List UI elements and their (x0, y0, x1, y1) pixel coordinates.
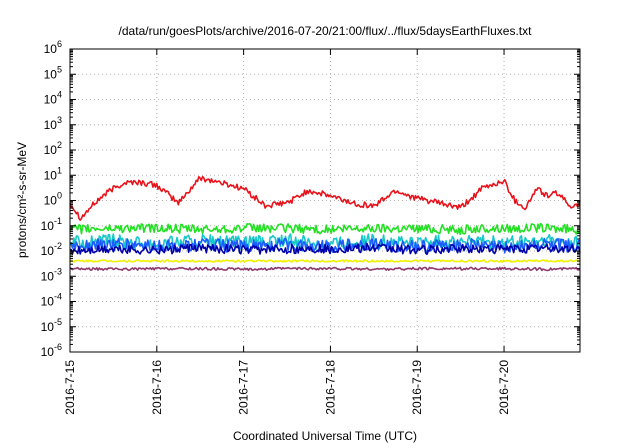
y-tick-label: 106 (44, 39, 62, 56)
y-tick-exponent: -1 (54, 216, 62, 226)
y-tick-exponent: 5 (57, 64, 62, 74)
y-tick-exponent: 3 (57, 115, 62, 125)
series-line-6 (69, 259, 581, 263)
y-tick-label: 104 (44, 90, 62, 107)
y-tick-base: 10 (44, 143, 58, 157)
y-tick-label: 100 (44, 191, 62, 208)
y-tick-label: 102 (44, 140, 62, 157)
x-tick-label: 2016-7-15 (63, 360, 77, 415)
series-line-2 (69, 222, 581, 235)
y-tick-exponent: -5 (54, 317, 62, 327)
y-tick-exponent: 4 (57, 90, 62, 100)
grid (70, 49, 580, 352)
y-tick-label: 10-6 (41, 342, 62, 359)
y-tick-base: 10 (41, 244, 55, 258)
y-tick-base: 10 (41, 295, 55, 309)
y-tick-base: 10 (41, 345, 55, 359)
y-tick-label: 10-4 (41, 292, 62, 309)
y-axis-label: protons/cm²-s-sr-MeV (15, 142, 29, 258)
y-axis-ticks: 10-610-510-410-310-210-11001011021031041… (41, 39, 580, 359)
y-tick-label: 10-2 (41, 241, 62, 258)
chart-title: /data/run/goesPlots/archive/2016-07-20/2… (119, 24, 533, 38)
y-tick-exponent: 2 (57, 140, 62, 150)
y-tick-base: 10 (44, 93, 58, 107)
y-tick-base: 10 (41, 219, 55, 233)
y-tick-exponent: -2 (54, 241, 62, 251)
x-tick-label: 2016-7-16 (150, 360, 164, 415)
y-tick-exponent: -3 (54, 266, 62, 276)
y-tick-base: 10 (44, 168, 58, 182)
x-tick-label: 2016-7-19 (410, 360, 424, 415)
x-tick-label: 2016-7-17 (237, 360, 251, 415)
series-line-1 (69, 175, 581, 221)
y-tick-label: 103 (44, 115, 62, 132)
series-line-5 (69, 243, 581, 256)
y-tick-exponent: -6 (54, 342, 62, 352)
y-tick-exponent: 6 (57, 39, 62, 49)
x-tick-label: 2016-7-20 (497, 360, 511, 415)
y-tick-base: 10 (44, 194, 58, 208)
x-tick-label: 2016-7-18 (323, 360, 337, 415)
y-tick-label: 10-5 (41, 317, 62, 334)
y-tick-base: 10 (41, 320, 55, 334)
y-tick-base: 10 (44, 42, 58, 56)
series-line-4 (69, 237, 581, 254)
y-tick-base: 10 (44, 118, 58, 132)
series-line-7 (69, 266, 581, 272)
y-tick-exponent: 1 (57, 165, 62, 175)
y-tick-exponent: 0 (57, 191, 62, 201)
y-tick-label: 105 (44, 64, 62, 81)
y-tick-label: 101 (44, 165, 62, 182)
series-layer (69, 175, 581, 272)
y-tick-label: 10-1 (41, 216, 62, 233)
x-axis-ticks: 2016-7-15 2016-7-16 2016-7-17 2016-7-18 2016… (63, 49, 511, 415)
y-tick-base: 10 (41, 269, 55, 283)
y-tick-label: 10-3 (41, 266, 62, 283)
y-tick-exponent: -4 (54, 292, 62, 302)
y-tick-base: 10 (44, 67, 58, 81)
x-axis-label: Coordinated Universal Time (UTC) (233, 429, 417, 443)
